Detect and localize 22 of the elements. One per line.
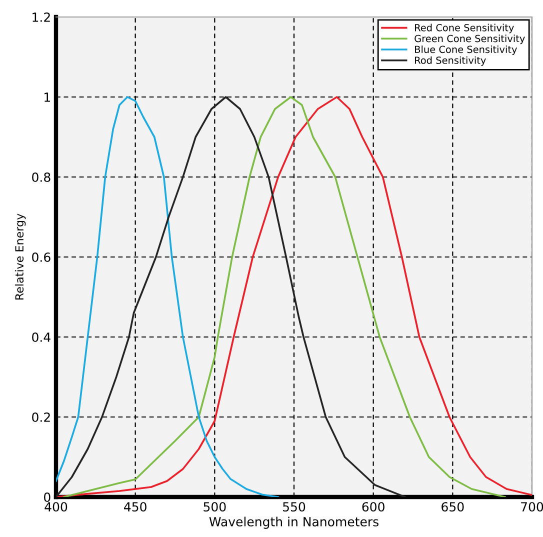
legend-label: Green Cone Sensitivity [414,34,525,44]
y-tick-label: 0 [44,492,50,502]
legend-label: Red Cone Sensitivity [415,24,514,34]
y-tick-label: 0.2 [32,412,50,422]
x-tick-label: 600 [362,502,384,512]
x-tick-label: 700 [521,502,543,512]
x-tick-label: 450 [124,502,146,512]
legend-label: Blue Cone Sensitivity [415,46,517,55]
x-tick-label: 550 [283,502,306,512]
y-tick-label: 0.4 [32,332,50,342]
x-tick-label: 400 [44,502,68,512]
y-tick-label: 0.8 [32,172,50,182]
y-axis-title: Relative Energy [14,214,26,300]
legend-label: Rod Sensitivity [415,56,486,66]
line-series [56,96,280,497]
x-axis-title: Wavelength in Nanometers [209,516,378,529]
x-tick-label: 650 [442,502,464,512]
x-tick-label: 500 [204,502,226,512]
y-tick-label: 1.2 [32,12,50,22]
line-series [56,96,406,497]
y-tick-label: 1 [44,92,50,102]
y-tick-label: 0.6 [32,252,50,262]
